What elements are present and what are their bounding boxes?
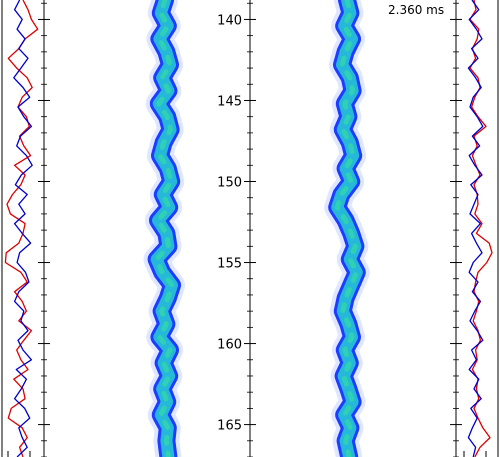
- left-profile-blue-line: [13, 0, 33, 457]
- flame-fronts: [143, 0, 370, 457]
- y-tick-label: 145: [217, 94, 242, 109]
- y-tick-label: 160: [217, 338, 242, 353]
- y-tick-label: 165: [217, 419, 242, 434]
- time-label: 2.360 ms: [388, 3, 444, 17]
- right-profile-red-line: [469, 0, 493, 457]
- y-tick-label: 155: [217, 257, 242, 272]
- y-tick-label: 140: [217, 13, 242, 28]
- left-profile-panel: [4, 0, 39, 457]
- y-tick-label: 150: [217, 176, 242, 191]
- right-profile-blue-line: [467, 0, 484, 457]
- right-profile-panel: [467, 0, 493, 457]
- left-front-core: [154, 0, 175, 457]
- right-front-core: [334, 0, 360, 457]
- left-profile-red-line: [4, 0, 39, 457]
